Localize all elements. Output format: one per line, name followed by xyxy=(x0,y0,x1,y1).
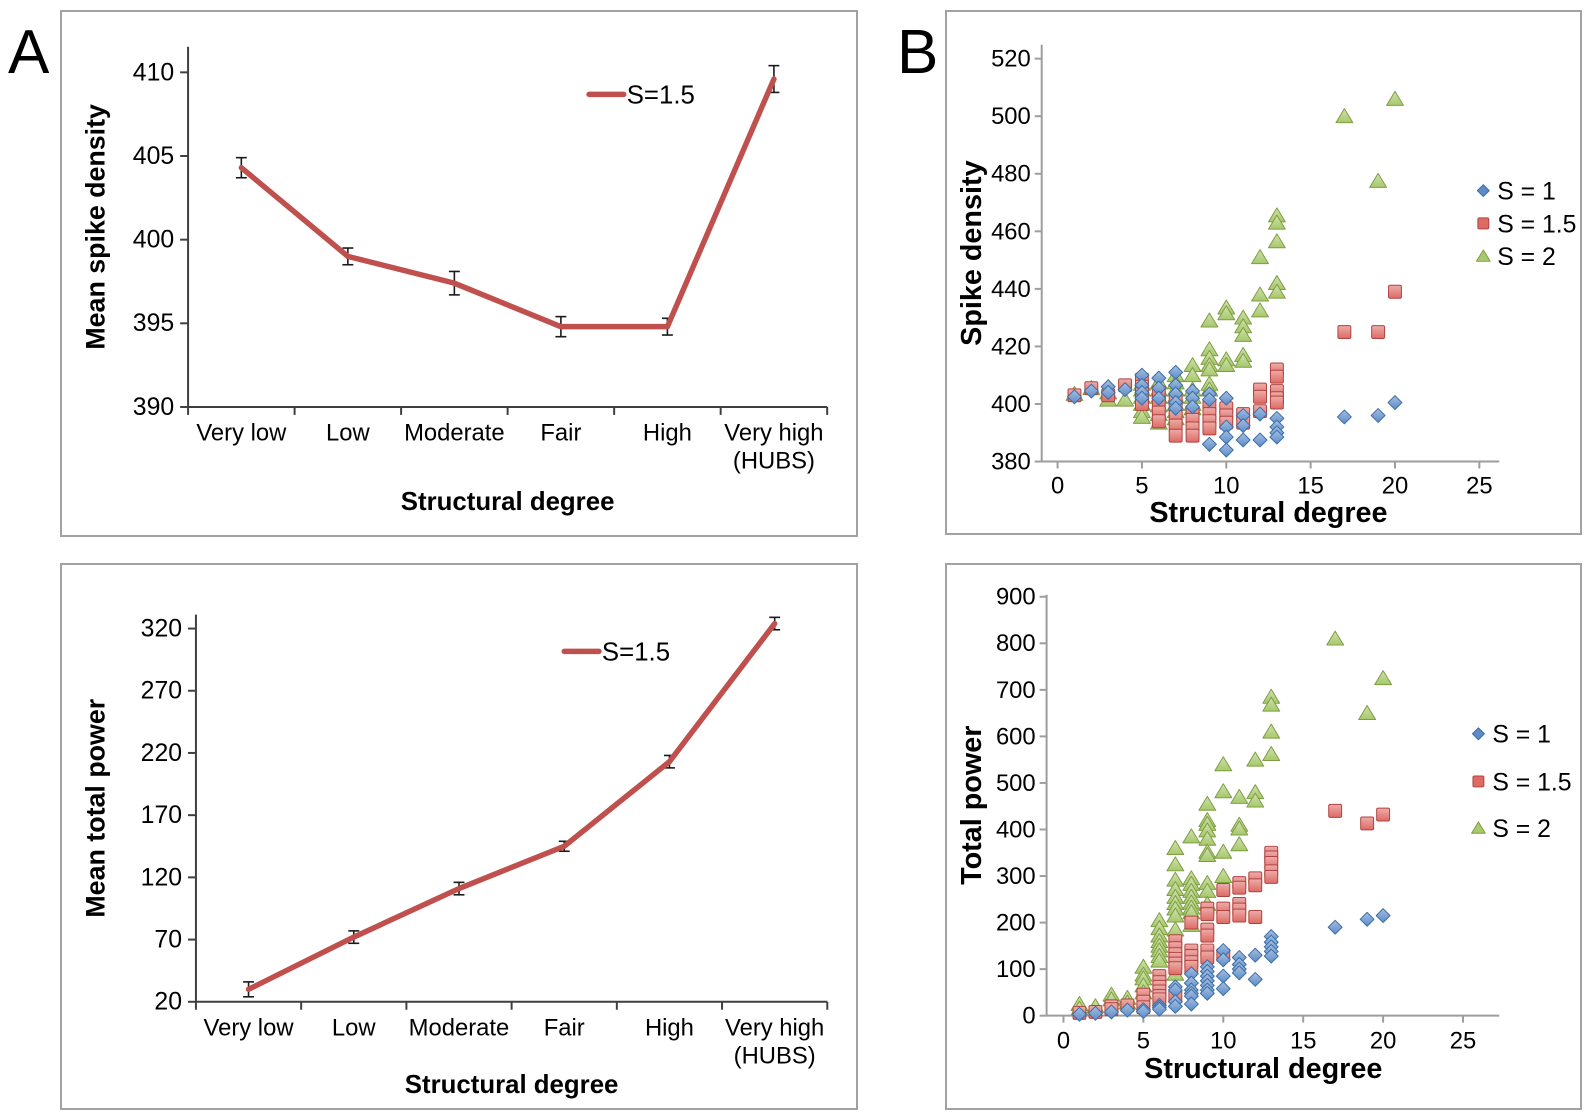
svg-text:700: 700 xyxy=(996,677,1036,704)
svg-text:Moderate: Moderate xyxy=(404,420,505,447)
svg-text:Very low: Very low xyxy=(204,1015,295,1042)
svg-text:395: 395 xyxy=(133,310,174,337)
svg-text:270: 270 xyxy=(141,678,182,705)
svg-text:Total power: Total power xyxy=(956,726,988,885)
svg-text:220: 220 xyxy=(141,740,182,767)
svg-text:Low: Low xyxy=(326,420,370,447)
svg-text:Structural degree: Structural degree xyxy=(401,488,615,516)
svg-text:Moderate: Moderate xyxy=(409,1015,510,1042)
svg-text:200: 200 xyxy=(996,910,1036,937)
chart-mean-spike-density: 390 395 400 405 410 Very low Low Moderate Fair Hi… xyxy=(60,10,858,537)
svg-text:0: 0 xyxy=(1057,1027,1070,1054)
svg-text:120: 120 xyxy=(141,864,182,891)
panel-label-a: A xyxy=(8,18,50,87)
mean-spike-density-line-chart: 390 395 400 405 410 Very low Low Moderate Fair Hi… xyxy=(81,46,829,516)
svg-text:300: 300 xyxy=(996,863,1036,890)
svg-text:25: 25 xyxy=(1466,472,1492,499)
svg-text:400: 400 xyxy=(991,391,1031,418)
svg-text:500: 500 xyxy=(996,770,1036,797)
chart-mean-total-power: 20 70 120 170 220 270 320 Very low Low Moderate Fa… xyxy=(60,563,858,1110)
svg-text:320: 320 xyxy=(141,615,182,642)
svg-text:Fair: Fair xyxy=(540,420,581,447)
svg-text:15: 15 xyxy=(1290,1027,1317,1054)
svg-text:900: 900 xyxy=(996,584,1036,611)
svg-text:(HUBS): (HUBS) xyxy=(734,1042,816,1069)
svg-text:20: 20 xyxy=(154,989,182,1016)
svg-text:390: 390 xyxy=(133,394,174,421)
svg-text:Very high: Very high xyxy=(725,1015,824,1042)
svg-text:25: 25 xyxy=(1450,1027,1477,1054)
svg-text:5: 5 xyxy=(1137,1027,1150,1054)
svg-text:170: 170 xyxy=(141,802,182,829)
svg-text:0: 0 xyxy=(1051,472,1064,499)
svg-text:520: 520 xyxy=(991,46,1031,73)
svg-text:0: 0 xyxy=(1022,1003,1035,1030)
svg-text:Low: Low xyxy=(332,1015,376,1042)
svg-text:S = 1.5: S = 1.5 xyxy=(1497,211,1576,238)
svg-text:600: 600 xyxy=(996,723,1036,750)
mean-total-power-line-chart: 20 70 120 170 220 270 320 Very low Low Moderate Fa… xyxy=(81,614,829,1099)
svg-text:440: 440 xyxy=(991,276,1031,303)
svg-text:Mean total power: Mean total power xyxy=(81,698,111,917)
chart-spike-density-scatter: 380 400 420 440 460 480 500 520 0 5 10 15 20 25 Struct… xyxy=(945,10,1582,535)
svg-text:410: 410 xyxy=(133,59,174,86)
spike-density-scatter-chart: 380 400 420 440 460 480 500 520 0 5 10 15 20 25 Struct… xyxy=(956,44,1576,529)
svg-text:Mean spike density: Mean spike density xyxy=(81,104,111,350)
svg-text:400: 400 xyxy=(996,816,1036,843)
svg-text:Very low: Very low xyxy=(196,420,287,447)
panel-label-b: B xyxy=(897,18,939,87)
svg-text:S = 1.5: S = 1.5 xyxy=(1492,769,1571,796)
svg-text:Fair: Fair xyxy=(544,1015,585,1042)
svg-text:480: 480 xyxy=(991,161,1031,188)
svg-text:Structural degree: Structural degree xyxy=(1144,1053,1382,1085)
svg-text:S = 1: S = 1 xyxy=(1497,179,1556,206)
svg-text:S = 2: S = 2 xyxy=(1497,244,1556,271)
svg-text:20: 20 xyxy=(1370,1027,1397,1054)
svg-text:5: 5 xyxy=(1135,472,1148,499)
svg-text:S=1.5: S=1.5 xyxy=(627,81,695,109)
svg-text:500: 500 xyxy=(991,103,1031,130)
svg-text:(HUBS): (HUBS) xyxy=(733,448,815,475)
svg-text:800: 800 xyxy=(996,630,1036,657)
svg-text:Spike density: Spike density xyxy=(956,160,988,345)
svg-text:405: 405 xyxy=(133,143,174,170)
svg-text:420: 420 xyxy=(991,333,1031,360)
svg-text:S = 2: S = 2 xyxy=(1492,816,1551,843)
svg-text:Structural degree: Structural degree xyxy=(405,1071,619,1099)
svg-text:Very high: Very high xyxy=(724,420,823,447)
svg-text:70: 70 xyxy=(154,927,182,954)
svg-text:460: 460 xyxy=(991,218,1031,245)
chart-total-power-scatter: 0 100 200 300 400 500 600 700 800 900 0 5 10 15 20 25 St… xyxy=(945,563,1582,1110)
svg-text:High: High xyxy=(643,420,692,447)
svg-text:380: 380 xyxy=(991,448,1031,475)
svg-text:20: 20 xyxy=(1382,472,1408,499)
svg-text:Structural degree: Structural degree xyxy=(1149,497,1387,529)
svg-text:High: High xyxy=(645,1015,694,1042)
svg-text:10: 10 xyxy=(1210,1027,1237,1054)
svg-text:S = 1: S = 1 xyxy=(1492,722,1551,749)
total-power-scatter-chart: 0 100 200 300 400 500 600 700 800 900 0 5 10 15 20 25 St… xyxy=(956,584,1572,1086)
svg-text:S=1.5: S=1.5 xyxy=(602,638,670,666)
svg-text:10: 10 xyxy=(1213,472,1239,499)
svg-text:15: 15 xyxy=(1297,472,1323,499)
svg-text:400: 400 xyxy=(133,227,174,254)
svg-text:100: 100 xyxy=(996,956,1036,983)
